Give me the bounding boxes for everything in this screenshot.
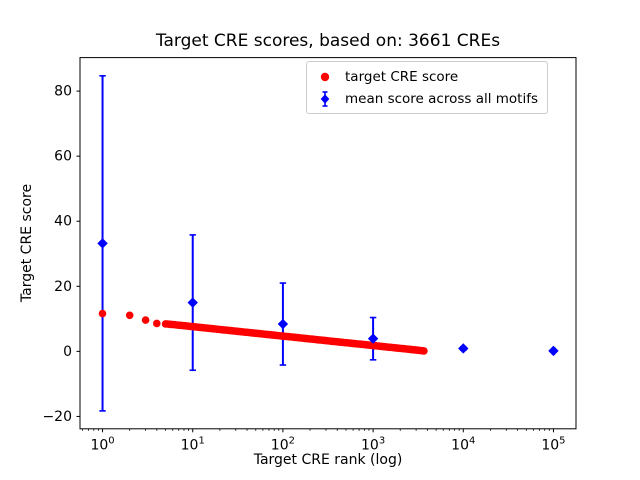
legend-item-target-score: target CRE score (314, 67, 538, 86)
target-score-point (125, 311, 134, 320)
target-score-point (153, 319, 161, 328)
y-tick-label: 40 (54, 214, 72, 230)
mean-score-point (458, 343, 469, 354)
y-tick-label: −20 (42, 409, 72, 425)
mean-score-point (97, 238, 108, 249)
target-score-point (141, 316, 150, 324)
x-tick-label: 104 (451, 435, 475, 453)
y-tick-label: 60 (54, 149, 72, 165)
chart-title: Target CRE scores, based on: 3661 CREs (155, 31, 501, 51)
mean-score-point (367, 333, 379, 344)
x-tick-label: 101 (181, 435, 205, 453)
legend: target CRE score mean score across all m… (306, 61, 549, 114)
target-score-point (98, 309, 107, 318)
mean-score-point (187, 297, 198, 308)
legend-item-mean-score: mean score across all motifs (314, 89, 538, 108)
x-tick-label: 105 (541, 435, 565, 453)
x-tick-label: 102 (271, 435, 295, 453)
y-tick-label: 0 (63, 344, 72, 360)
legend-label: target CRE score (345, 68, 459, 85)
mean-score-point (548, 345, 559, 357)
x-tick-label: 100 (90, 435, 114, 453)
plot-frame (79, 57, 577, 430)
x-axis-label: Target CRE rank (log) (253, 452, 403, 468)
target-score-point (420, 347, 428, 355)
y-tick-label: 20 (54, 279, 72, 295)
legend-label: mean score across all motifs (345, 90, 539, 107)
blue-diamond-errorbar-marker-icon (314, 90, 336, 108)
mean-score-point (277, 318, 289, 330)
y-axis-label: Target CRE score (19, 183, 35, 303)
red-circle-marker-icon (314, 68, 336, 86)
x-tick-label: 103 (361, 435, 385, 453)
y-tick-label: 80 (54, 84, 72, 100)
